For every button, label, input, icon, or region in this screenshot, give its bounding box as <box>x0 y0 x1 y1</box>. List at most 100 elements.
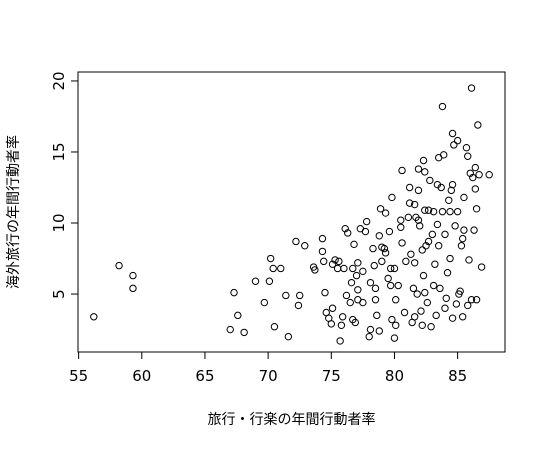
point <box>416 222 424 230</box>
point <box>362 217 371 226</box>
point <box>443 269 452 277</box>
point <box>284 332 293 341</box>
point <box>433 220 442 229</box>
point <box>296 291 304 300</box>
point <box>424 237 433 246</box>
point <box>427 323 435 331</box>
point <box>453 136 462 145</box>
point <box>347 278 356 287</box>
point <box>384 274 392 283</box>
point <box>447 186 456 195</box>
point <box>405 183 414 192</box>
point <box>392 321 400 329</box>
point <box>328 260 337 268</box>
point <box>318 247 327 256</box>
point <box>436 284 444 293</box>
point <box>311 266 319 274</box>
point <box>385 227 394 236</box>
point <box>404 213 413 222</box>
point <box>452 300 461 308</box>
point <box>414 165 423 173</box>
point <box>398 166 406 175</box>
x-tick-label: 70 <box>259 367 278 385</box>
point <box>378 257 386 266</box>
point <box>419 156 428 165</box>
point <box>428 230 437 239</box>
point <box>405 199 414 207</box>
point <box>335 257 343 266</box>
point <box>421 288 429 297</box>
point <box>320 257 328 266</box>
point <box>410 259 419 267</box>
point <box>397 216 405 224</box>
point <box>342 291 351 300</box>
point <box>417 307 425 315</box>
point <box>359 298 367 307</box>
x-tick-label: 65 <box>195 367 214 385</box>
point <box>464 152 472 160</box>
point <box>380 244 389 253</box>
x-axis-title: 旅行・行楽の年間行動者率 <box>208 411 376 428</box>
point <box>361 227 370 236</box>
point <box>448 180 457 189</box>
point <box>388 315 396 324</box>
point <box>437 183 445 192</box>
point <box>282 291 290 300</box>
point <box>354 286 362 294</box>
point <box>418 321 426 329</box>
point <box>260 298 269 307</box>
y-axis-title: 海外旅行の年間行動者率 <box>5 135 22 289</box>
point <box>458 313 467 321</box>
point <box>292 237 300 246</box>
point <box>438 207 447 216</box>
point <box>234 311 242 320</box>
point <box>438 102 447 111</box>
point <box>349 264 357 273</box>
point <box>331 256 339 264</box>
point <box>414 186 423 195</box>
point <box>352 271 361 280</box>
point <box>440 151 448 159</box>
point <box>333 264 342 273</box>
point <box>442 294 450 303</box>
point <box>129 271 137 280</box>
point <box>450 141 458 149</box>
point <box>269 264 277 273</box>
point <box>398 239 406 247</box>
point <box>448 129 457 138</box>
point <box>370 261 378 270</box>
point <box>471 185 480 193</box>
point <box>90 313 98 321</box>
point <box>477 263 486 271</box>
point <box>294 301 303 310</box>
point <box>328 304 337 312</box>
point <box>371 296 380 304</box>
point <box>410 313 419 321</box>
point <box>441 304 449 312</box>
x-tick-label: 60 <box>132 367 151 385</box>
point <box>453 207 462 216</box>
point <box>359 267 367 276</box>
point <box>392 296 400 304</box>
point <box>371 284 380 293</box>
point <box>434 242 443 250</box>
point <box>381 249 390 257</box>
point <box>369 244 377 253</box>
point <box>413 290 421 298</box>
point <box>407 250 415 258</box>
point <box>266 254 275 263</box>
point <box>388 193 396 202</box>
point <box>251 277 260 285</box>
point <box>470 226 478 234</box>
point <box>467 84 476 92</box>
point <box>462 144 471 152</box>
point <box>429 281 438 290</box>
point <box>465 256 473 264</box>
point <box>366 325 375 334</box>
point <box>464 301 472 310</box>
point <box>426 176 434 185</box>
y-tick-label: 15 <box>50 142 68 161</box>
point <box>466 169 474 177</box>
point <box>318 234 327 243</box>
point <box>381 209 390 217</box>
